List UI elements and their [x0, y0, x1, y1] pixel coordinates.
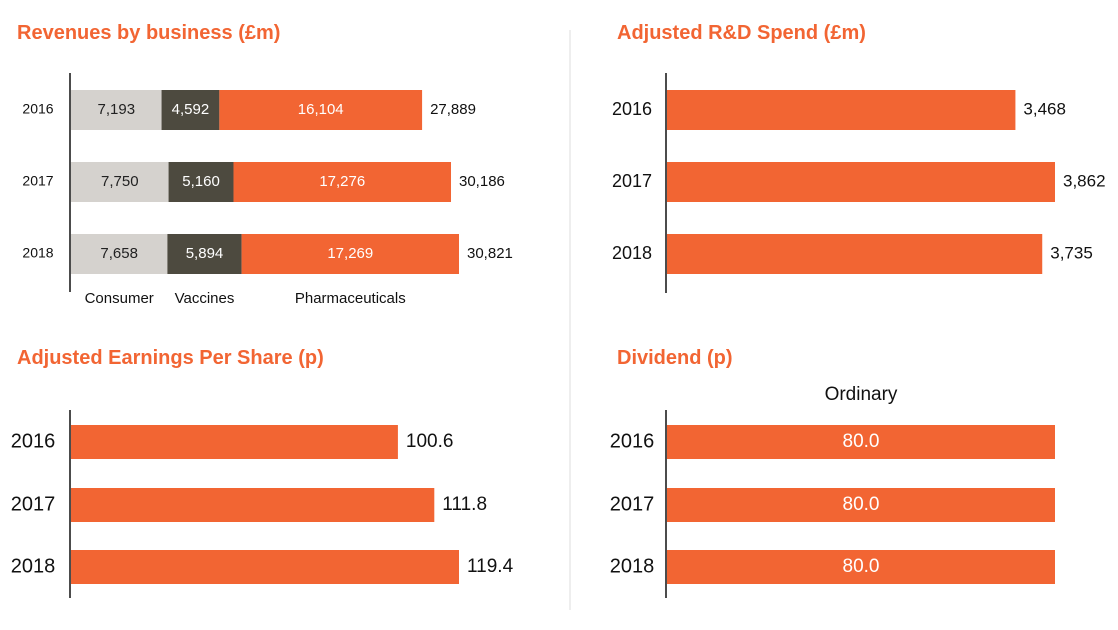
bar-segment — [71, 90, 162, 130]
y-tick-label: 2017 — [11, 493, 56, 515]
bar-segment — [71, 234, 168, 274]
bar — [71, 550, 459, 584]
chart-title: Dividend (p) — [617, 347, 733, 369]
y-tick-label: 2016 — [612, 99, 652, 119]
bar — [667, 425, 1055, 459]
bar-segment — [161, 90, 220, 130]
value-label: 111.8 — [442, 494, 487, 515]
value-label: 80.0 — [843, 431, 880, 452]
value-label: 100.6 — [406, 431, 454, 452]
y-tick-label: 2018 — [610, 555, 655, 577]
bar — [667, 90, 1016, 130]
y-tick-label: 2016 — [11, 430, 56, 452]
bar — [667, 488, 1055, 522]
chart-title: Revenues by business (£m) — [17, 22, 280, 44]
total-label: 30,186 — [459, 173, 505, 190]
bar-segment — [233, 162, 452, 202]
value-label: 3,862 — [1063, 171, 1106, 190]
value-label: 7,193 — [98, 101, 136, 118]
y-tick-label: 2016 — [22, 101, 53, 117]
value-label: 17,276 — [319, 173, 365, 190]
y-tick-label: 2018 — [612, 243, 652, 263]
value-label: 17,269 — [327, 245, 373, 262]
value-label: 5,160 — [182, 173, 220, 190]
value-label: 3,468 — [1023, 99, 1066, 118]
chart-title: Adjusted Earnings Per Share (p) — [17, 347, 324, 369]
value-label: 4,592 — [172, 101, 210, 118]
total-label: 30,821 — [467, 245, 513, 262]
value-label: 5,894 — [186, 245, 224, 262]
bar-segment — [168, 162, 234, 202]
bar — [71, 488, 435, 522]
value-label: 3,735 — [1050, 243, 1093, 262]
bar — [667, 550, 1055, 584]
legend-label: Vaccines — [175, 290, 235, 307]
value-label: 7,658 — [100, 245, 138, 262]
bar — [71, 425, 398, 459]
y-tick-label: 2017 — [22, 173, 53, 189]
bar-segment — [167, 234, 242, 274]
total-label: 27,889 — [430, 101, 476, 118]
legend-label: Consumer — [85, 290, 154, 307]
series-name: Ordinary — [825, 384, 898, 405]
value-label: 80.0 — [843, 494, 880, 515]
value-label: 119.4 — [467, 556, 514, 577]
bar — [667, 234, 1043, 274]
y-tick-label: 2017 — [612, 171, 652, 191]
bar-segment — [71, 162, 169, 202]
y-tick-label: 2017 — [610, 493, 655, 515]
value-label: 7,750 — [101, 173, 139, 190]
y-tick-label: 2018 — [22, 245, 53, 261]
bar-segment — [219, 90, 423, 130]
legend-label: Pharmaceuticals — [295, 290, 406, 307]
bar — [667, 162, 1055, 202]
value-label: 16,104 — [298, 101, 344, 118]
y-tick-label: 2018 — [11, 555, 56, 577]
chart-title: Adjusted R&D Spend (£m) — [617, 22, 866, 44]
y-tick-label: 2016 — [610, 430, 655, 452]
value-label: 80.0 — [843, 556, 880, 577]
bar-segment — [241, 234, 459, 274]
